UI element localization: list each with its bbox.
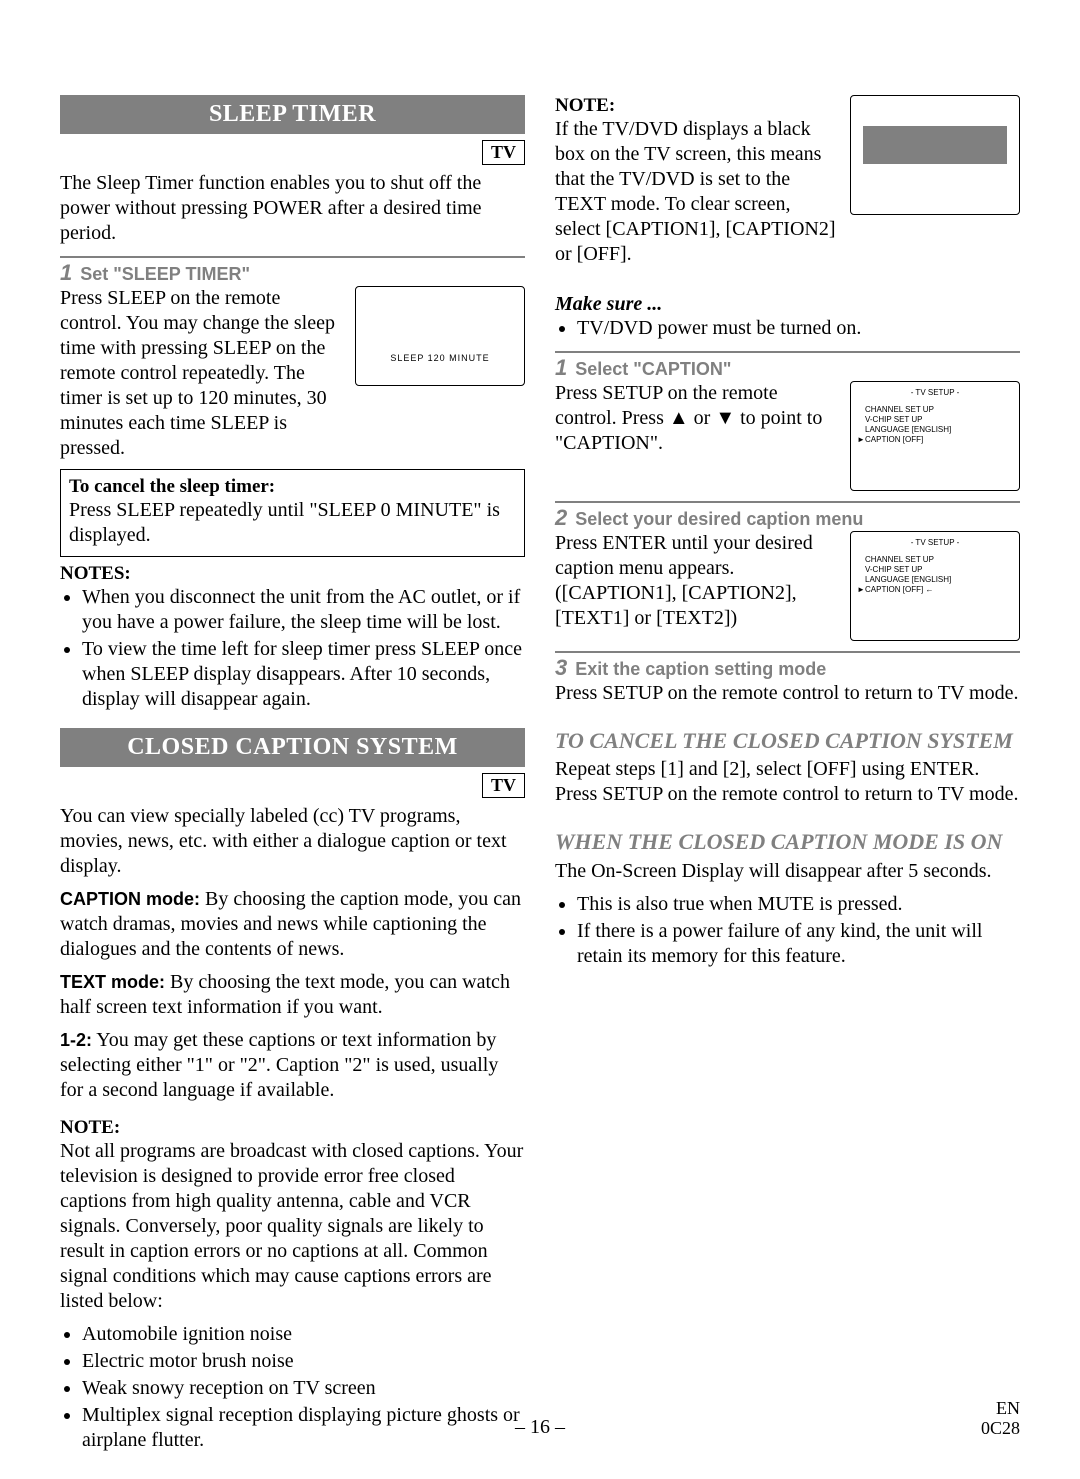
left-column: SLEEP TIMER TV The Sleep Timer function … xyxy=(60,95,525,1455)
step-rule xyxy=(555,501,1020,503)
step-title: Select your desired caption menu xyxy=(575,509,863,530)
cancel-cc-head: TO CANCEL THE CLOSED CAPTION SYSTEM xyxy=(555,728,1020,753)
step-number: 1 xyxy=(60,260,72,286)
cancel-sleep-head: To cancel the sleep timer: xyxy=(69,476,516,498)
one-two-para: 1-2: You may get these captions or text … xyxy=(60,1028,525,1103)
step-number: 2 xyxy=(555,505,567,531)
grey-bar xyxy=(863,126,1007,164)
sleep-step-text: Press SLEEP on the remote control. You m… xyxy=(60,286,345,461)
footer-right: EN 0C28 xyxy=(981,1399,1020,1439)
right-column: NOTE: If the TV/DVD displays a black box… xyxy=(555,95,1020,1455)
right-top-note: NOTE: If the TV/DVD displays a black box… xyxy=(555,95,1020,275)
menu-line: V-CHIP SET UP xyxy=(857,415,1013,425)
footer-code: 0C28 xyxy=(981,1418,1020,1438)
note-item: If there is a power failure of any kind,… xyxy=(577,919,1020,969)
caption-step3-body: Press SETUP on the remote control to ret… xyxy=(555,681,1020,706)
when-on-head: WHEN THE CLOSED CAPTION MODE IS ON xyxy=(555,829,1020,854)
step-title: Select "CAPTION" xyxy=(575,359,731,380)
screen-title: - TV SETUP - xyxy=(857,538,1013,547)
right-note-head: NOTE: xyxy=(555,95,840,117)
make-sure-item: TV/DVD power must be turned on. xyxy=(577,316,1020,341)
make-sure-list: TV/DVD power must be turned on. xyxy=(555,316,1020,341)
page-content: SLEEP TIMER TV The Sleep Timer function … xyxy=(60,95,1020,1455)
sleep-timer-intro: The Sleep Timer function enables you to … xyxy=(60,171,525,246)
caption-step1-body: Press SETUP on the remote control. Press… xyxy=(555,381,840,456)
step-rule xyxy=(555,651,1020,653)
footer-lang: EN xyxy=(996,1398,1020,1418)
menu-line: LANGUAGE [ENGLISH] xyxy=(857,425,1013,435)
screen-title: - TV SETUP - xyxy=(857,388,1013,397)
tv-badge: TV xyxy=(482,140,525,165)
step-header: 2 Select your desired caption menu xyxy=(555,505,1020,531)
step-header: 3 Exit the caption setting mode xyxy=(555,655,1020,681)
make-sure-head: Make sure ... xyxy=(555,293,1020,316)
menu-line: CHANNEL SET UP xyxy=(857,555,1013,565)
cancel-sleep-box: To cancel the sleep timer: Press SLEEP r… xyxy=(60,469,525,557)
menu-line: ►CAPTION [OFF] xyxy=(857,435,1013,445)
note-item: When you disconnect the unit from the AC… xyxy=(82,585,525,635)
step-title: Exit the caption setting mode xyxy=(575,659,826,680)
cc-note-body: Not all programs are broadcast with clos… xyxy=(60,1139,525,1314)
caption-mode-label: CAPTION mode: xyxy=(60,889,200,909)
menu-line: V-CHIP SET UP xyxy=(857,565,1013,575)
page-number: – 16 – xyxy=(0,1416,1080,1439)
when-on-body: The On-Screen Display will disappear aft… xyxy=(555,859,1020,884)
one-two-label: 1-2: xyxy=(60,1030,92,1050)
sleep-timer-banner: SLEEP TIMER xyxy=(60,95,525,134)
note-item: To view the time left for sleep timer pr… xyxy=(82,637,525,712)
cancel-sleep-body: Press SLEEP repeatedly until "SLEEP 0 MI… xyxy=(69,498,516,548)
cancel-cc-body: Repeat steps [1] and [2], select [OFF] u… xyxy=(555,757,1020,807)
caption-step1: Press SETUP on the remote control. Press… xyxy=(555,381,1020,491)
closed-caption-banner: CLOSED CAPTION SYSTEM xyxy=(60,728,525,767)
step-header: 1 Set "SLEEP TIMER" xyxy=(60,260,525,286)
caption-step2: Press ENTER until your desired caption m… xyxy=(555,531,1020,641)
step-number: 1 xyxy=(555,355,567,381)
note-item: Weak snowy reception on TV screen xyxy=(82,1376,525,1401)
caption-step2-body2: ([CAPTION1], [CAPTION2], [TEXT1] or [TEX… xyxy=(555,581,840,631)
notes-head: NOTES: xyxy=(60,563,525,585)
tv-badge: TV xyxy=(482,773,525,798)
caption-step2-body1: Press ENTER until your desired caption m… xyxy=(555,531,840,581)
text-mode-label: TEXT mode: xyxy=(60,972,165,992)
black-box-figure xyxy=(850,95,1020,215)
cc-note-head: NOTE: xyxy=(60,1117,525,1139)
sleep-display-box: SLEEP 120 MINUTE xyxy=(355,286,525,386)
sleep-notes-list: When you disconnect the unit from the AC… xyxy=(60,585,525,712)
right-note-body: If the TV/DVD displays a black box on th… xyxy=(555,117,840,267)
note-item: Electric motor brush noise xyxy=(82,1349,525,1374)
caption-mode-para: CAPTION mode: By choosing the caption mo… xyxy=(60,887,525,962)
sleep-step-body: Press SLEEP on the remote control. You m… xyxy=(60,286,525,461)
sleep-display-text: SLEEP 120 MINUTE xyxy=(362,293,518,363)
tv-setup-screen: - TV SETUP - CHANNEL SET UP V-CHIP SET U… xyxy=(850,381,1020,491)
step-title: Set "SLEEP TIMER" xyxy=(80,264,250,285)
step-number: 3 xyxy=(555,655,567,681)
step-rule xyxy=(555,351,1020,353)
menu-line: ►CAPTION [OFF] ← xyxy=(857,585,1013,595)
when-on-bullets: This is also true when MUTE is pressed. … xyxy=(555,892,1020,969)
menu-line: LANGUAGE [ENGLISH] xyxy=(857,575,1013,585)
note-item: This is also true when MUTE is pressed. xyxy=(577,892,1020,917)
tv-setup-screen: - TV SETUP - CHANNEL SET UP V-CHIP SET U… xyxy=(850,531,1020,641)
one-two-body: You may get these captions or text infor… xyxy=(60,1029,498,1101)
cc-intro: You can view specially labeled (cc) TV p… xyxy=(60,804,525,879)
step-rule xyxy=(60,256,525,258)
text-mode-para: TEXT mode: By choosing the text mode, yo… xyxy=(60,970,525,1020)
menu-line: CHANNEL SET UP xyxy=(857,405,1013,415)
step-header: 1 Select "CAPTION" xyxy=(555,355,1020,381)
note-item: Automobile ignition noise xyxy=(82,1322,525,1347)
